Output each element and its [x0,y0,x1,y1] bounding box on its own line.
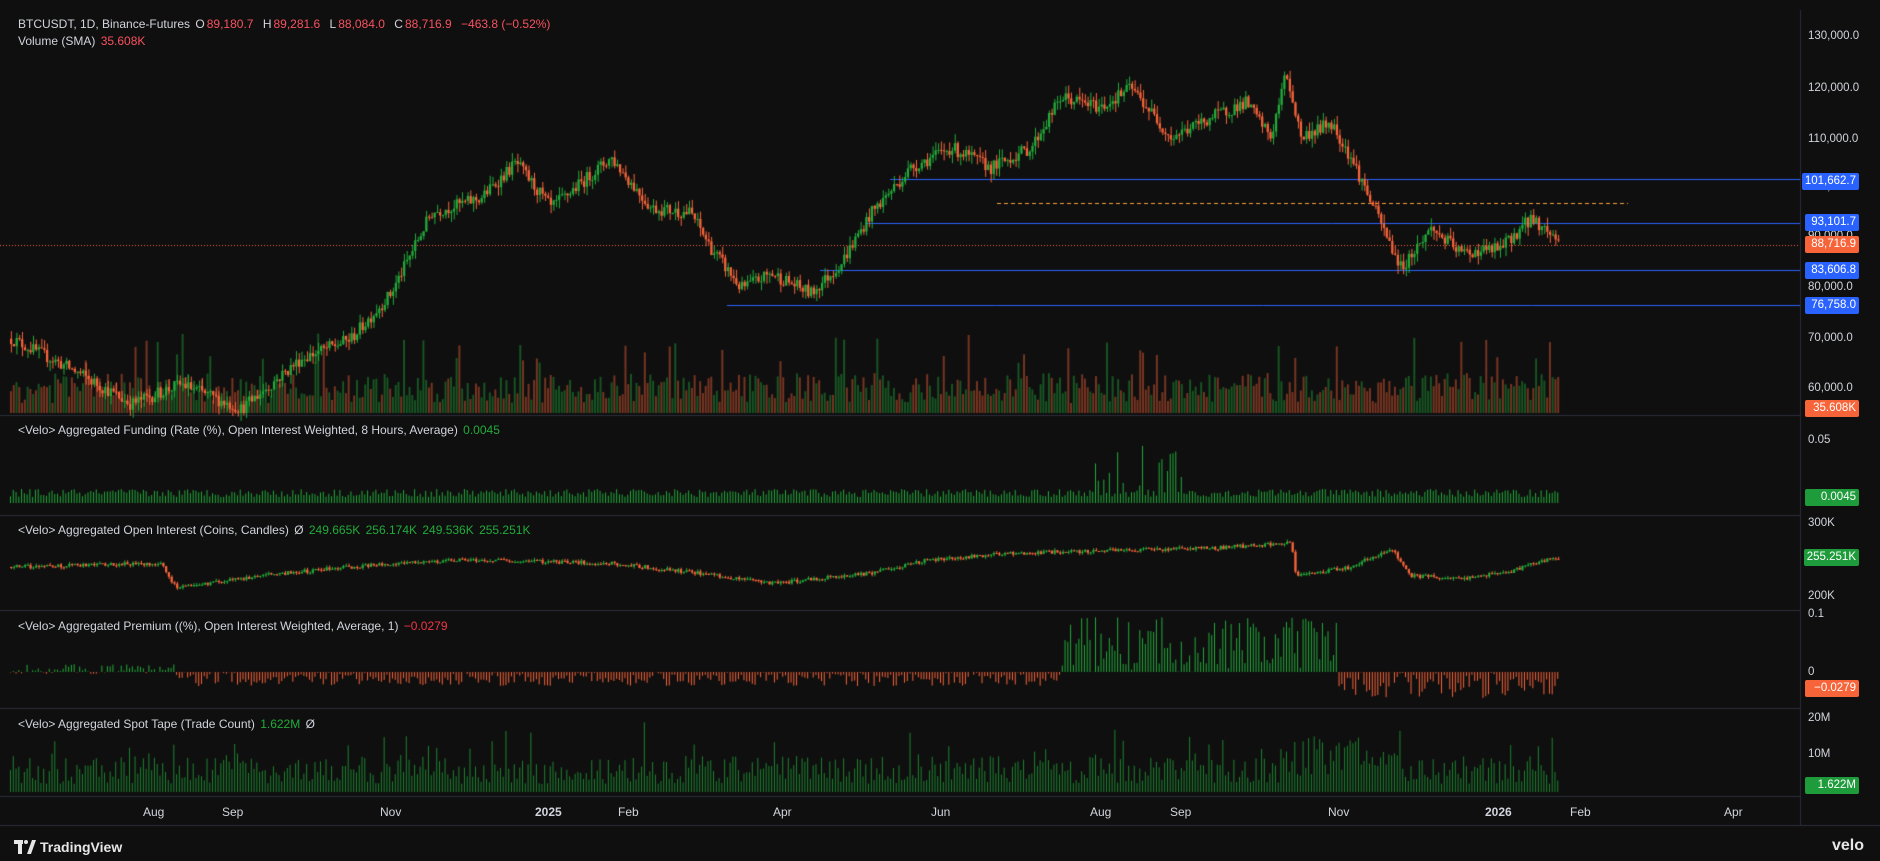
oi-open: 249.665K [308,523,361,537]
funding-value: 0.0045 [463,423,500,437]
open-value: 89,180.7 [206,17,254,31]
volume-value: 35.608K [100,34,146,48]
oi-title: <Velo> Aggregated Open Interest (Coins, … [18,523,289,537]
time-label: Aug [1090,805,1112,819]
high-value: 89,281.6 [273,17,321,31]
close-value: 88,716.9 [404,17,452,31]
premium-tag: −0.0279 [1805,680,1859,697]
tradingview-logo[interactable]: TradingView [14,839,122,855]
funding-title: <Velo> Aggregated Funding (Rate (%), Ope… [18,423,458,437]
low-label: L [329,17,337,31]
oi-close: 255.251K [479,523,531,537]
oi-symbol: Ø [294,523,304,537]
premium-title: <Velo> Aggregated Premium ((%), Open Int… [18,619,399,633]
spot-tick-low: 10M [1808,748,1831,760]
time-label: 2025 [535,805,562,819]
premium-legend: <Velo> Aggregated Premium ((%), Open Int… [18,618,450,634]
time-label: Sep [222,805,244,819]
spot-symbol: Ø [305,717,315,731]
time-label: 2026 [1485,805,1512,819]
oi-tick-low: 200K [1808,590,1835,602]
time-label: Apr [773,805,792,819]
time-label: Feb [618,805,639,819]
price-tick: 70,000.0 [1808,332,1853,344]
time-label: Apr [1724,805,1743,819]
volume-label: Volume (SMA) [18,34,96,48]
price-tag: 101,662.7 [1801,173,1859,190]
oi-tag: 255.251K [1803,549,1859,566]
premium-tick-high: 0.1 [1808,608,1824,620]
price-tag: 76,758.0 [1805,297,1859,314]
time-label: Nov [1328,805,1350,819]
close-label: C [394,17,403,31]
premium-value: −0.0279 [403,619,448,633]
spot-tag: 1.622M [1805,777,1859,794]
price-tick: 80,000.0 [1808,281,1853,293]
price-tick: 110,000.0 [1808,133,1859,145]
oi-tick-high: 300K [1808,517,1835,529]
main-legend: BTCUSDT, 1D, Binance-Futures O 89,180.7 H… [18,16,552,32]
spot-legend: <Velo> Aggregated Spot Tape (Trade Count… [18,716,317,732]
volume-legend: Volume (SMA) 35.608K [18,33,147,49]
spot-tick-high: 20M [1808,712,1831,724]
time-label: Sep [1170,805,1192,819]
symbol-line: BTCUSDT, 1D, Binance-Futures [18,17,191,31]
open-label: O [195,17,205,31]
funding-tag: 0.0045 [1805,489,1859,506]
time-label: Aug [143,805,165,819]
price-tick: 60,000.0 [1808,382,1853,394]
high-label: H [262,17,272,31]
spot-value: 1.622M [260,717,301,731]
spot-title: <Velo> Aggregated Spot Tape (Trade Count… [18,717,255,731]
price-tag: 35.608K [1805,400,1859,417]
price-tag: 83,606.8 [1805,262,1859,279]
tradingview-icon [14,840,36,854]
time-label: Feb [1570,805,1591,819]
time-label: Nov [380,805,402,819]
price-tag: 88,716.9 [1805,236,1859,253]
funding-tick: 0.05 [1808,434,1831,446]
oi-legend: <Velo> Aggregated Open Interest (Coins, … [18,522,532,538]
price-tick: 120,000.0 [1808,82,1860,94]
funding-legend: <Velo> Aggregated Funding (Rate (%), Ope… [18,422,502,438]
price-tick: 130,000.0 [1808,30,1860,42]
low-value: 88,084.0 [338,17,385,31]
tradingview-text: TradingView [40,839,123,855]
oi-high: 256.174K [365,523,417,537]
change-value: −463.8 (−0.52%) [461,17,551,31]
time-label: Jun [931,805,951,819]
price-tag: 93,101.7 [1805,214,1859,231]
premium-tick-zero: 0 [1808,666,1815,678]
velo-logo: velo [1831,837,1864,854]
oi-low: 249.536K [422,523,474,537]
